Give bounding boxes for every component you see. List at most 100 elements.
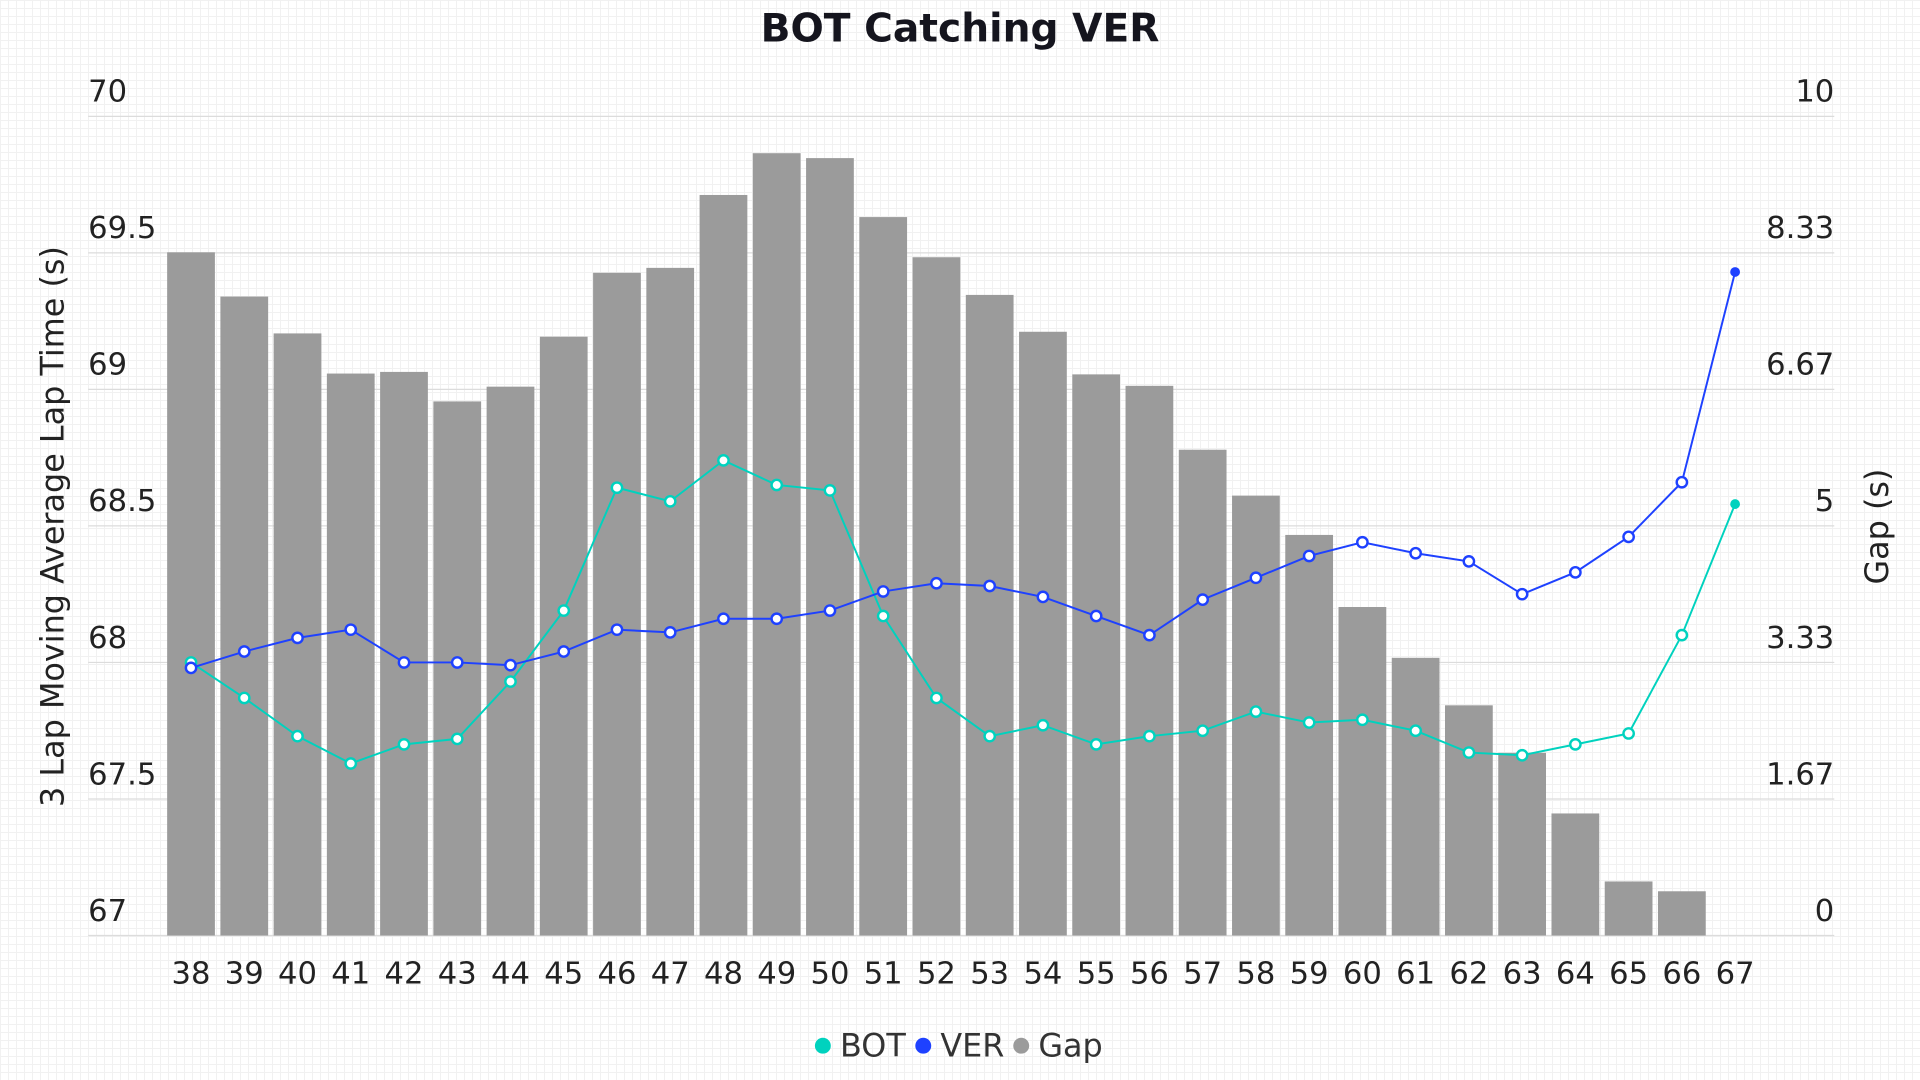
x-tick-label: 60 xyxy=(1343,956,1382,991)
bot-point xyxy=(983,729,997,743)
bot-point xyxy=(1515,748,1529,762)
ver-point xyxy=(397,656,411,669)
x-tick-label: 52 xyxy=(917,956,956,991)
x-tick-label: 63 xyxy=(1503,956,1542,991)
x-tick-label: 51 xyxy=(864,956,903,991)
ver-point xyxy=(557,645,571,658)
gap-bar xyxy=(1551,813,1600,936)
gap-bar xyxy=(1072,374,1121,936)
ver-point xyxy=(770,612,784,626)
ver-point xyxy=(1730,267,1740,277)
y-right-tick-label: 6.67 xyxy=(1766,348,1834,383)
ver-point xyxy=(237,645,251,658)
gap-bar xyxy=(752,153,801,936)
y-right-tick-label: 5 xyxy=(1815,484,1834,519)
y-left-tick-label: 68.5 xyxy=(88,484,156,519)
gap-bar xyxy=(1125,385,1174,936)
gap-bar xyxy=(806,158,854,936)
bot-point xyxy=(1675,628,1689,642)
gap-bar xyxy=(220,296,269,936)
bot-point xyxy=(610,481,624,495)
x-tick-label: 44 xyxy=(491,956,530,991)
x-tick-label: 42 xyxy=(385,956,424,991)
x-tick-label: 50 xyxy=(810,956,849,991)
y-left-tick-label: 69.5 xyxy=(88,211,156,246)
x-tick-label: 48 xyxy=(704,956,743,991)
x-tick-label: 59 xyxy=(1290,956,1329,991)
ver-point xyxy=(450,656,464,669)
bot-point xyxy=(930,691,943,705)
bot-point xyxy=(663,494,677,508)
ver-point xyxy=(1089,609,1103,623)
ver-point xyxy=(1302,549,1316,563)
x-tick-label: 58 xyxy=(1236,956,1275,991)
x-tick-label: 38 xyxy=(172,956,211,991)
gap-bar xyxy=(1657,891,1706,936)
gap-bar xyxy=(380,371,428,936)
ver-point xyxy=(1356,535,1369,549)
bot-point xyxy=(876,609,890,623)
gap-bar xyxy=(1019,331,1067,936)
x-axis: 38 39 40 41 42 43 44 45 46 47 48 49 50 51 52 53 54 55 56 57… xyxy=(172,956,1755,991)
x-tick-label: 46 xyxy=(597,956,636,991)
x-tick-label: 49 xyxy=(757,956,796,991)
gap-bar xyxy=(167,252,215,936)
ver-point xyxy=(1569,565,1582,579)
x-tick-label: 53 xyxy=(970,956,1009,991)
gap-bar xyxy=(593,272,641,936)
bot-legend-marker xyxy=(814,1037,831,1054)
x-tick-label: 40 xyxy=(278,956,317,991)
bot-point xyxy=(1462,746,1476,759)
y-axis-left: 67 67.5 68 68.5 69 69.5 70 xyxy=(88,75,156,929)
x-tick-label: 41 xyxy=(331,956,370,991)
bot-point xyxy=(717,454,730,467)
y-right-tick-label: 3.33 xyxy=(1766,621,1834,656)
gap-bar xyxy=(912,257,961,936)
y-right-tick-label: 1.67 xyxy=(1766,757,1834,792)
bot-point xyxy=(1143,729,1156,743)
bot-point xyxy=(1089,738,1103,751)
ver-point xyxy=(1036,590,1050,604)
legend-label: Gap xyxy=(1038,1027,1102,1065)
x-tick-label: 54 xyxy=(1023,956,1062,991)
ver-point xyxy=(1462,555,1476,568)
ver-point xyxy=(1196,593,1210,607)
x-tick-label: 56 xyxy=(1130,956,1169,991)
y-right-tick-label: 8.33 xyxy=(1766,211,1834,246)
bot-point xyxy=(557,604,571,617)
chart-title: BOT Catching VER xyxy=(761,7,1160,52)
gap-bar xyxy=(1285,534,1334,936)
y-axis-left-label: 3 Lap Moving Average Lap Time (s) xyxy=(34,246,72,807)
x-tick-label: 57 xyxy=(1183,956,1222,991)
bot-point xyxy=(1622,727,1635,740)
ver-point xyxy=(930,576,943,590)
ver-point xyxy=(1249,571,1263,585)
y-right-tick-label: 10 xyxy=(1795,75,1834,110)
bot-point xyxy=(1036,718,1050,732)
x-tick-label: 61 xyxy=(1396,956,1435,991)
ver-point xyxy=(1409,546,1423,560)
y-axis-right: 0 1.67 3.33 5 6.67 8.33 10 xyxy=(1766,75,1834,929)
gap-bar xyxy=(1178,449,1227,936)
gridlines xyxy=(88,115,1835,937)
bot-point xyxy=(1249,705,1263,718)
ver-point xyxy=(1675,475,1689,489)
y-right-tick-label: 0 xyxy=(1815,894,1834,929)
bot-point xyxy=(344,757,358,770)
gap-bar xyxy=(1604,881,1653,936)
y-left-tick-label: 67 xyxy=(88,894,127,929)
gap-bar xyxy=(1391,657,1440,936)
legend-label: BOT xyxy=(840,1027,906,1065)
x-tick-label: 62 xyxy=(1449,956,1488,991)
x-tick-label: 65 xyxy=(1609,956,1648,991)
x-tick-label: 67 xyxy=(1716,956,1755,991)
gap-bars xyxy=(167,153,1706,936)
ver-point xyxy=(291,631,304,645)
x-tick-label: 64 xyxy=(1556,956,1595,991)
x-tick-label: 47 xyxy=(651,956,690,991)
bot-line xyxy=(190,459,1737,765)
ver-point xyxy=(983,579,997,593)
bot-point xyxy=(1356,713,1369,727)
ver-point xyxy=(1143,628,1156,642)
